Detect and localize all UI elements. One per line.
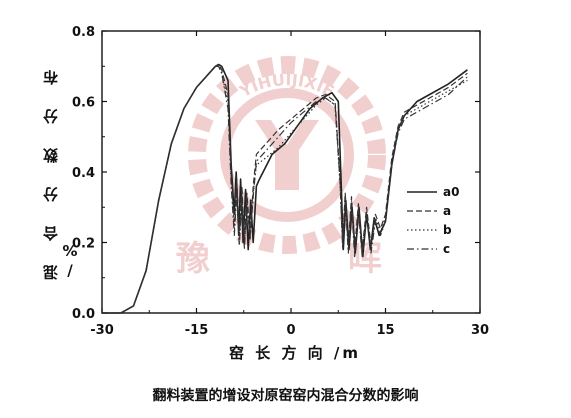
y-tick-label-4: 0.8 xyxy=(72,25,95,40)
x-tick-label-3: 15 xyxy=(376,323,394,338)
y-axis-label: 混 合 分 数 分 布 /% xyxy=(42,67,79,280)
x-tick-label-2: 0 xyxy=(286,323,295,338)
legend-label-b: b xyxy=(443,223,452,237)
watermark-char-right: 晖 xyxy=(348,239,382,279)
x-tick-label-4: 30 xyxy=(471,323,489,338)
x-tick-label-0: -30 xyxy=(90,323,114,338)
series-line-a xyxy=(102,63,468,314)
axes: -30 -15 0 15 30 0.0 0.2 0.4 0.6 0.8 xyxy=(72,25,489,338)
x-tick-label-1: -15 xyxy=(185,323,209,338)
legend-label-a0: a0 xyxy=(443,185,459,199)
y-tick-label-2: 0.4 xyxy=(72,166,95,181)
series-line-c xyxy=(102,65,468,314)
x-axis-label: 窑 长 方 向 /m xyxy=(229,344,361,362)
figure-caption: 翻料装置的增设对原窑窑内混合分数的影响 xyxy=(152,388,419,404)
watermark-inner-ring xyxy=(220,88,354,222)
watermark-char-left: 豫 xyxy=(176,239,210,279)
legend: a0 abc xyxy=(407,185,459,256)
y-tick-label-1: 0.2 xyxy=(72,237,95,252)
series-line-b xyxy=(102,65,468,314)
legend-label-c: c xyxy=(443,242,450,256)
y-tick-label-0: 0.0 xyxy=(72,307,95,322)
watermark-logo-mark xyxy=(255,120,319,190)
y-tick-label-3: 0.6 xyxy=(72,96,95,111)
watermark-gear-ring xyxy=(188,56,386,254)
series-layer xyxy=(102,63,468,314)
legend-label-a: a xyxy=(443,204,451,218)
watermark: 豫 晖 YIHUIJIXIE xyxy=(176,56,386,279)
